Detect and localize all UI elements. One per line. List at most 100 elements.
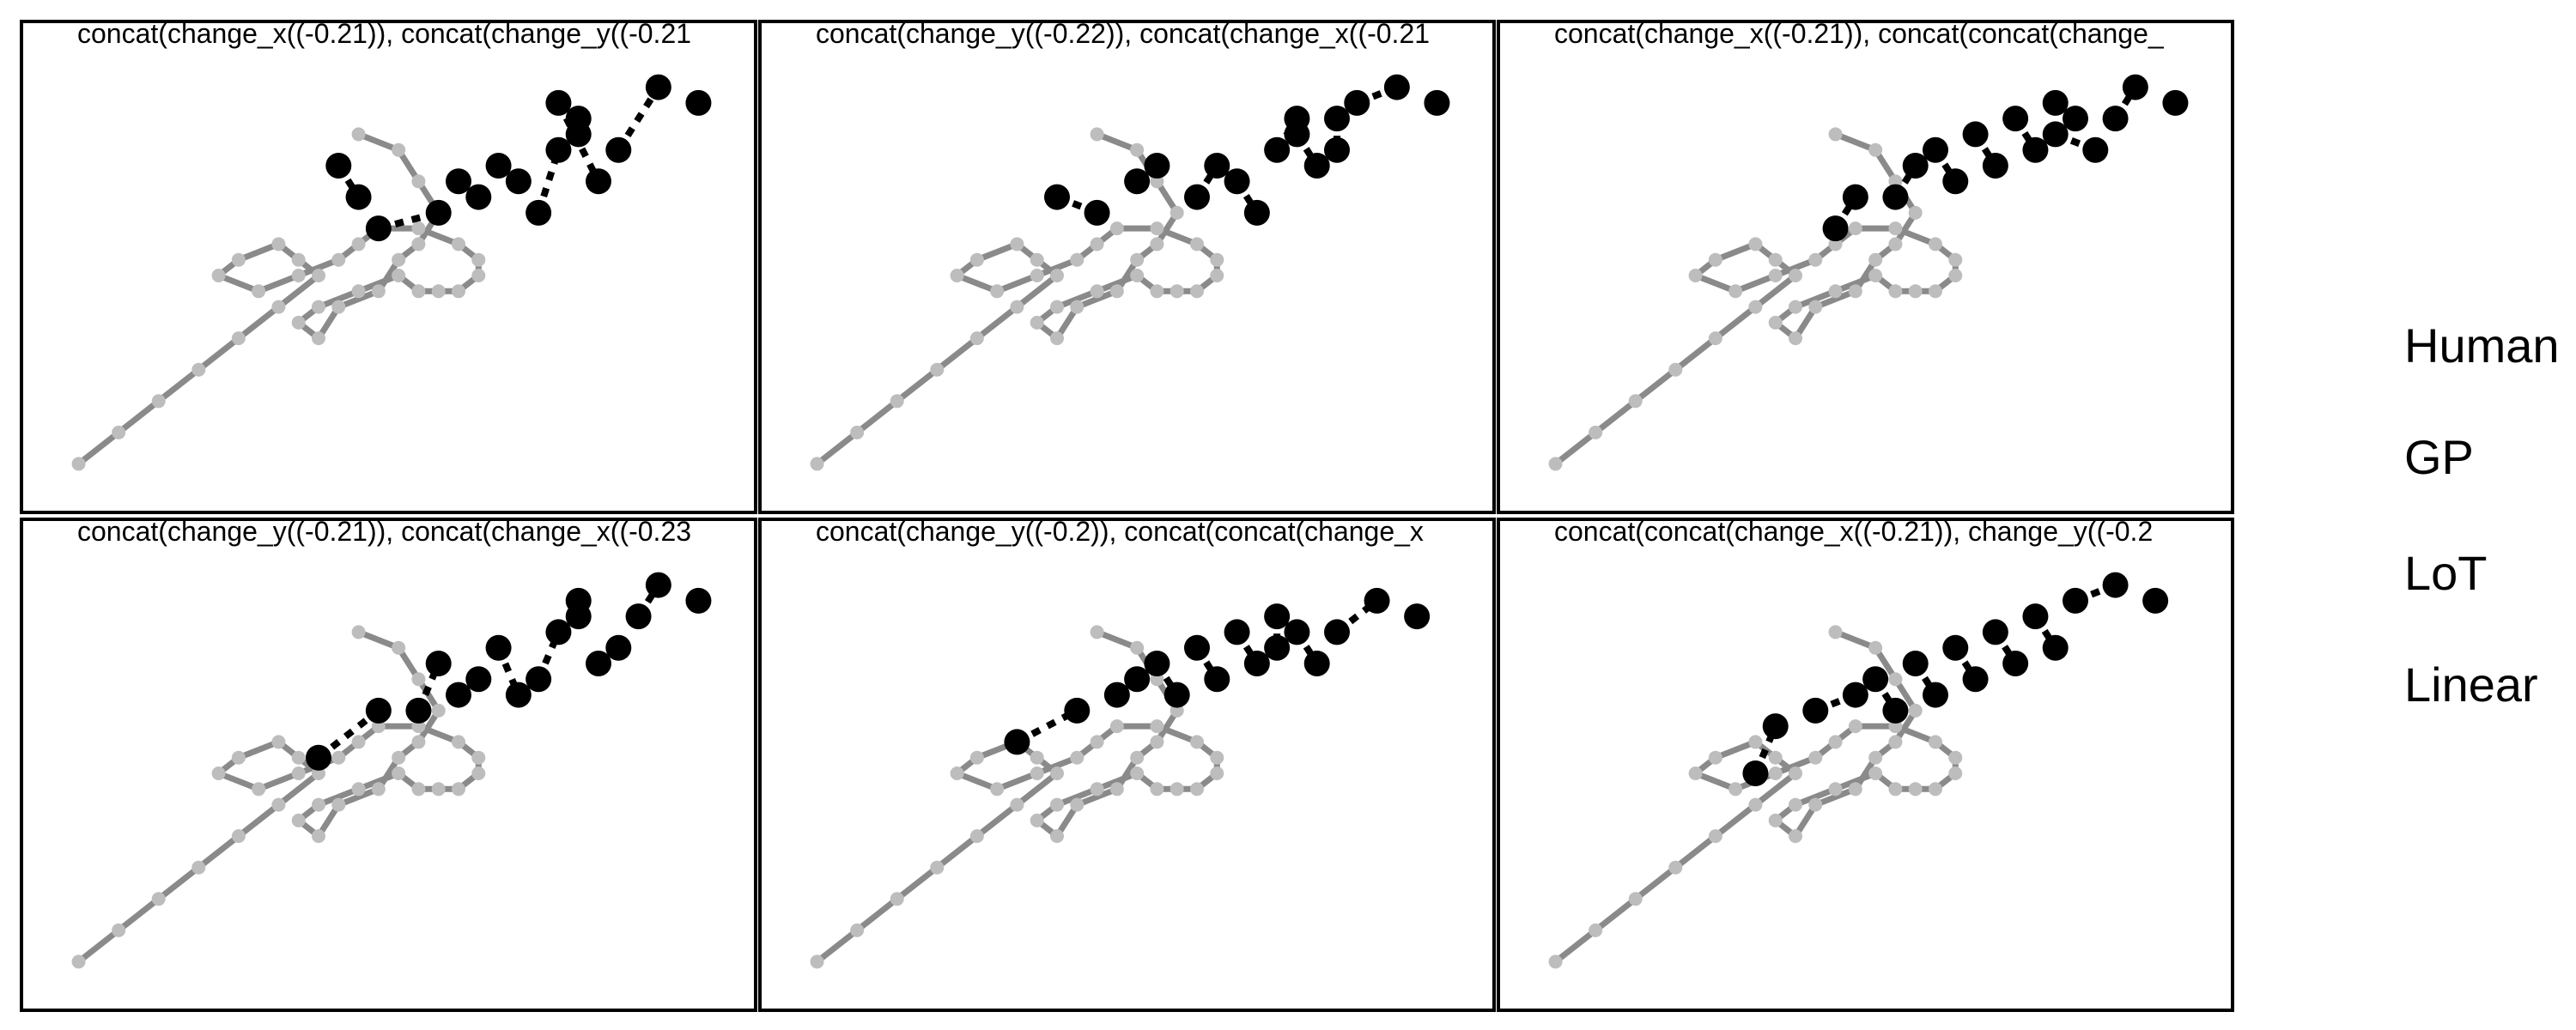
model-point [950,269,964,282]
human-point [1243,651,1270,676]
model-point [291,269,306,282]
model-point [252,284,266,299]
model-point [1768,750,1783,765]
model-point [1888,221,1903,236]
human-point [1923,682,1948,708]
human-point [2162,89,2189,116]
model-point [211,269,226,282]
model-point [1030,252,1044,267]
model-point [1868,142,1883,157]
model-point [312,829,325,844]
model-point [1050,331,1064,346]
model-point [1708,750,1722,765]
model-point [1070,252,1084,267]
model-point [1589,923,1603,937]
human-point [446,682,471,708]
model-point [471,750,486,765]
model-point [1908,703,1923,718]
model-point [371,284,386,299]
model-point [1130,252,1145,267]
model-point [969,829,984,844]
model-point [810,457,824,471]
model-point [1808,750,1823,765]
model-point [1748,300,1763,314]
human-point [1902,651,1929,676]
panel-5: concat(change_y((-0.2)), concat(concat(c… [758,516,1496,1012]
panel-title: concat(change_x((-0.21)), concat(concat(… [1554,18,2165,49]
model-point [112,923,126,937]
model-point [1150,284,1164,299]
model-point [1130,766,1145,780]
human-point [1264,136,1291,163]
model-point [1789,300,1802,314]
model-point [431,703,446,718]
model-point [1090,284,1104,299]
model-point [1828,782,1843,797]
human-point [1184,184,1210,210]
human-point [2142,587,2169,614]
model-point [1668,860,1683,875]
model-point [1748,237,1763,251]
human-point [1284,619,1310,645]
human-point [565,603,592,630]
model-point [1170,205,1184,220]
human-point [325,153,352,179]
model-point [1948,766,1963,780]
model-point [890,394,904,409]
model-point [1130,640,1145,655]
model-point [1768,252,1783,267]
model-point [1150,719,1164,734]
model-point [1789,797,1802,812]
model-point [1789,269,1802,282]
model-point [1768,813,1783,827]
model-point [1170,284,1184,299]
human-point [485,634,512,661]
human-point [1264,634,1291,661]
panel-frame [20,20,757,514]
human-point [1124,168,1151,195]
human-point [2002,651,2029,676]
model-point [1828,625,1843,639]
panel-title: concat(change_y((-0.2)), concat(concat(c… [816,516,1424,547]
model-point [1828,284,1843,299]
model-point [1929,735,1942,749]
model-point [351,782,366,797]
model-point [351,284,366,299]
model-point [930,860,945,875]
model-point [1908,782,1923,797]
human-point [1962,666,1989,693]
model-point [231,829,246,844]
human-point [1124,666,1151,693]
model-point [1888,735,1903,749]
model-point [112,425,126,439]
human-point [1324,106,1350,132]
model-point [452,237,465,251]
model-point [392,269,406,282]
model-point [1789,766,1802,780]
model-point [231,750,246,765]
model-point [1010,797,1024,812]
human-dotted-connector [615,85,662,152]
human-point [545,89,572,116]
human-point [605,634,632,661]
model-point [1688,269,1703,282]
panel-frame [758,20,1496,514]
model-point [1748,735,1763,749]
model-point [1929,237,1942,251]
model-point [1868,252,1883,267]
human-point [365,697,392,724]
model-point [1848,719,1862,734]
human-point [1982,619,2008,645]
model-point [392,640,406,655]
human-point [485,153,512,179]
model-point [1868,640,1883,655]
model-point [1948,252,1963,267]
model-point [312,331,325,346]
human-point [1204,666,1230,693]
human-point [1383,74,1410,100]
human-point [1044,184,1070,210]
human-point [2122,74,2148,100]
model-point [291,766,306,780]
panel-title: concat(concat(change_x((-0.21)), change_… [1554,516,2153,547]
human-point [2042,121,2069,148]
